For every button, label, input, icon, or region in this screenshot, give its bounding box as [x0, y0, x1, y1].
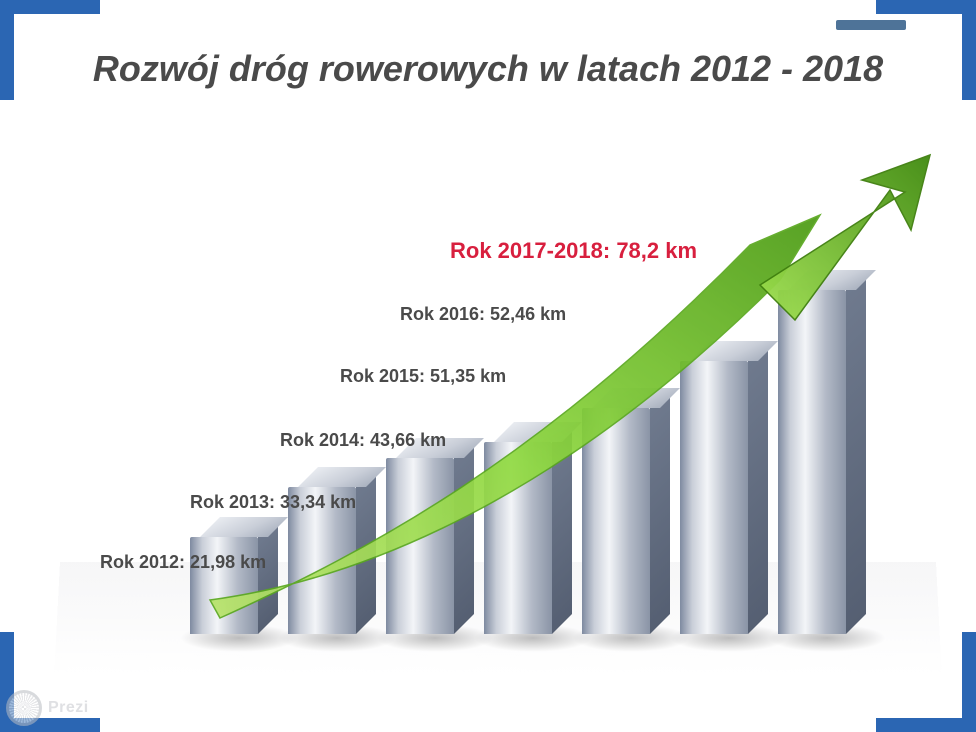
frame-corner-tl-h — [0, 0, 100, 14]
prezi-watermark: Prezi — [6, 690, 89, 726]
growth-chart: Rok 2012: 21,98 km Rok 2013: 33,34 km Rok … — [60, 120, 936, 672]
bar-4 — [582, 388, 670, 634]
bar-3 — [484, 422, 572, 634]
frame-corner-br-v — [962, 632, 976, 732]
bar-0 — [190, 517, 278, 634]
page-title: Rozwój dróg rowerowych w latach 2012 - 2… — [0, 48, 976, 90]
prezi-logo-icon — [6, 690, 42, 726]
data-label-4: Rok 2016: 52,46 km — [400, 304, 566, 325]
bar-2 — [386, 438, 474, 634]
frame-corner-br-h — [876, 718, 976, 732]
bar-6 — [778, 270, 866, 634]
data-label-2: Rok 2014: 43,66 km — [280, 430, 446, 451]
data-label-5: Rok 2017-2018: 78,2 km — [450, 238, 697, 264]
data-label-0: Rok 2012: 21,98 km — [100, 552, 266, 573]
prezi-label: Prezi — [48, 699, 89, 717]
data-label-1: Rok 2013: 33,34 km — [190, 492, 356, 513]
slide-thumbnail-pill — [836, 20, 906, 30]
data-label-3: Rok 2015: 51,35 km — [340, 366, 506, 387]
frame-corner-tr-h — [876, 0, 976, 14]
bar-5 — [680, 341, 768, 634]
